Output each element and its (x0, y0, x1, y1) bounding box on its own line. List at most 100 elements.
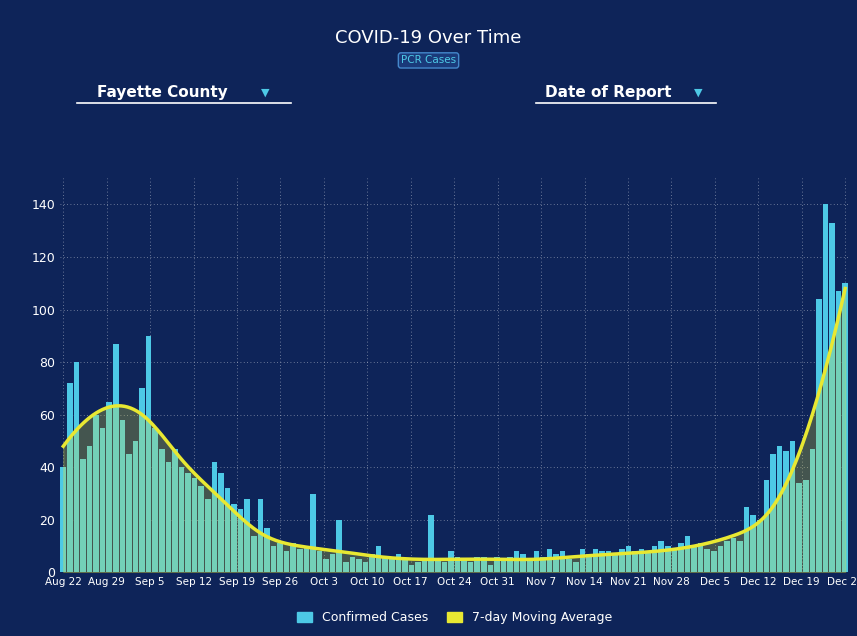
Bar (652, 546, 657, 572)
Bar (468, 562, 473, 572)
Bar (632, 551, 638, 572)
Bar (613, 554, 618, 572)
Legend: Confirmed Cases, 7-day Moving Average: Confirmed Cases, 7-day Moving Average (291, 606, 617, 629)
Bar (540, 556, 546, 572)
Bar (481, 556, 487, 572)
Bar (278, 544, 283, 572)
Bar (527, 559, 532, 572)
Bar (416, 562, 421, 572)
Bar (251, 536, 256, 572)
Bar (475, 556, 480, 572)
Bar (199, 486, 204, 572)
Bar (428, 515, 434, 572)
Bar (494, 556, 500, 572)
Bar (317, 551, 322, 572)
Text: ▼: ▼ (261, 87, 270, 97)
Bar (153, 428, 158, 572)
Bar (146, 336, 152, 572)
Bar (566, 559, 572, 572)
Bar (455, 556, 460, 572)
Bar (500, 559, 506, 572)
Bar (724, 541, 729, 572)
Bar (770, 454, 776, 572)
Bar (698, 544, 704, 572)
Bar (514, 551, 519, 572)
Bar (258, 499, 263, 572)
Bar (357, 559, 362, 572)
Bar (593, 549, 598, 572)
Bar (520, 554, 526, 572)
Bar (113, 343, 118, 572)
Bar (185, 473, 191, 572)
Bar (751, 515, 756, 572)
Bar (638, 549, 644, 572)
Bar (87, 446, 93, 572)
Bar (67, 383, 73, 572)
Bar (133, 441, 138, 572)
Bar (396, 554, 401, 572)
Bar (74, 362, 79, 572)
Bar (685, 536, 690, 572)
Bar (547, 549, 552, 572)
Bar (586, 554, 591, 572)
Bar (744, 507, 749, 572)
Bar (579, 549, 585, 572)
Bar (100, 428, 105, 572)
Bar (606, 551, 611, 572)
Bar (435, 559, 440, 572)
Bar (692, 546, 697, 572)
Bar (717, 546, 723, 572)
Bar (448, 551, 453, 572)
Bar (711, 551, 716, 572)
Bar (757, 520, 763, 572)
Bar (422, 559, 428, 572)
Bar (93, 415, 99, 572)
Bar (172, 449, 177, 572)
Bar (120, 420, 125, 572)
Bar (382, 556, 388, 572)
Text: Date of Report: Date of Report (545, 85, 672, 100)
Bar (830, 223, 835, 572)
Bar (106, 401, 112, 572)
Bar (363, 562, 369, 572)
Bar (330, 554, 335, 572)
Bar (369, 554, 375, 572)
Bar (244, 499, 250, 572)
Bar (81, 459, 86, 572)
Bar (665, 546, 670, 572)
Bar (291, 544, 296, 572)
Bar (796, 483, 802, 572)
Bar (823, 204, 828, 572)
Bar (790, 441, 795, 572)
Bar (731, 538, 736, 572)
Bar (284, 551, 290, 572)
Bar (343, 562, 349, 572)
Bar (645, 551, 650, 572)
Bar (323, 559, 329, 572)
Bar (810, 449, 815, 572)
Bar (165, 462, 171, 572)
Text: PCR Cases: PCR Cases (401, 55, 456, 66)
Text: ▼: ▼ (694, 87, 703, 97)
Text: COVID-19 Over Time: COVID-19 Over Time (335, 29, 522, 46)
Bar (599, 551, 605, 572)
Bar (61, 467, 66, 572)
Bar (231, 504, 237, 572)
Bar (554, 554, 559, 572)
Bar (776, 446, 782, 572)
Bar (461, 559, 467, 572)
Bar (337, 520, 342, 572)
Bar (219, 473, 224, 572)
Bar (297, 549, 303, 572)
Bar (704, 549, 710, 572)
Bar (238, 509, 243, 572)
Bar (783, 452, 788, 572)
Bar (836, 291, 842, 572)
Bar (212, 462, 217, 572)
Bar (402, 559, 408, 572)
Bar (441, 562, 447, 572)
Bar (626, 546, 631, 572)
Bar (126, 454, 132, 572)
Bar (205, 499, 211, 572)
Text: Fayette County: Fayette County (98, 85, 228, 100)
